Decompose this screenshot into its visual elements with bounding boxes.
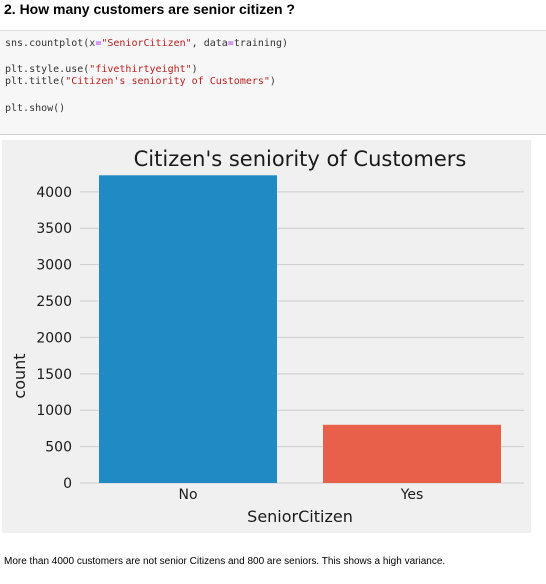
code-line-show: plt.show() [5, 103, 66, 114]
y-tick-label: 3500 [36, 221, 72, 237]
y-tick-label: 2000 [36, 330, 72, 346]
summary-caption: More than 4000 customers are not senior … [4, 556, 446, 567]
bar-yes [323, 424, 501, 483]
bar-no [99, 175, 277, 483]
code-cell[interactable]: sns.countplot(x="SeniorCitizen", data=tr… [0, 30, 546, 135]
code-token: "Citizen's seniority of Customers" [65, 76, 270, 87]
section-heading: 2. How many customers are senior citizen… [4, 1, 295, 17]
code-token: ) [191, 64, 198, 75]
code-token: sns.countplot(x [5, 38, 96, 49]
code-token: ) [269, 76, 276, 87]
y-tick-label: 4000 [36, 185, 72, 201]
code-token: plt.title( [5, 76, 66, 87]
y-tick-label: 2500 [36, 294, 72, 310]
code-token: = [95, 38, 102, 49]
code-line-style: plt.style.use("fivethirtyeight") [5, 64, 198, 76]
code-token: training) [233, 38, 288, 49]
code-token: "SeniorCitizen" [101, 38, 192, 49]
x-tick-label-yes: Yes [400, 487, 424, 503]
code-token: = [227, 38, 234, 49]
chart-svg: 0 500 1000 1500 2000 2500 3000 3500 4000 No Yes Ci… [2, 140, 531, 533]
y-axis-label: count [10, 353, 29, 398]
x-axis-label: SeniorCitizen [247, 507, 353, 526]
countplot-chart: 0 500 1000 1500 2000 2500 3000 3500 4000 No Yes Ci… [2, 140, 531, 533]
code-token: "fivethirtyeight" [89, 64, 192, 75]
y-tick-label: 1000 [36, 403, 72, 419]
y-tick-label: 1500 [36, 367, 72, 383]
code-token: plt.style.use( [5, 64, 90, 75]
y-tick-label: 500 [45, 440, 72, 456]
tick-layer: 0 500 1000 1500 2000 2500 3000 3500 4000 No Yes [36, 185, 423, 503]
chart-title: Citizen's seniority of Customers [134, 147, 467, 171]
code-line-countplot: sns.countplot(x="SeniorCitizen", data=tr… [5, 38, 288, 50]
x-tick-label-no: No [178, 487, 197, 503]
code-token: , data [191, 38, 228, 49]
y-tick-label: 0 [63, 476, 72, 492]
bar-layer [99, 175, 501, 483]
y-tick-label: 3000 [36, 258, 72, 274]
code-line-title: plt.title("Citizen's seniority of Custom… [5, 76, 276, 88]
